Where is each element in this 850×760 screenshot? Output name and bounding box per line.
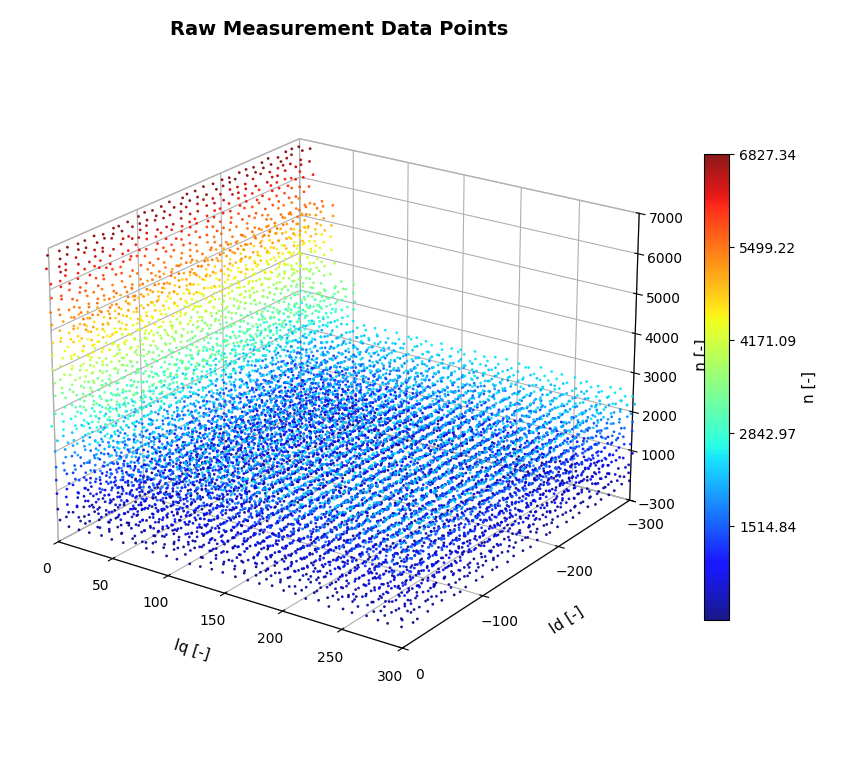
Title: Raw Measurement Data Points: Raw Measurement Data Points [170, 20, 508, 39]
X-axis label: Iq [-]: Iq [-] [173, 638, 212, 663]
Y-axis label: Id [-]: Id [-] [547, 605, 586, 637]
Y-axis label: n [-]: n [-] [802, 371, 817, 403]
